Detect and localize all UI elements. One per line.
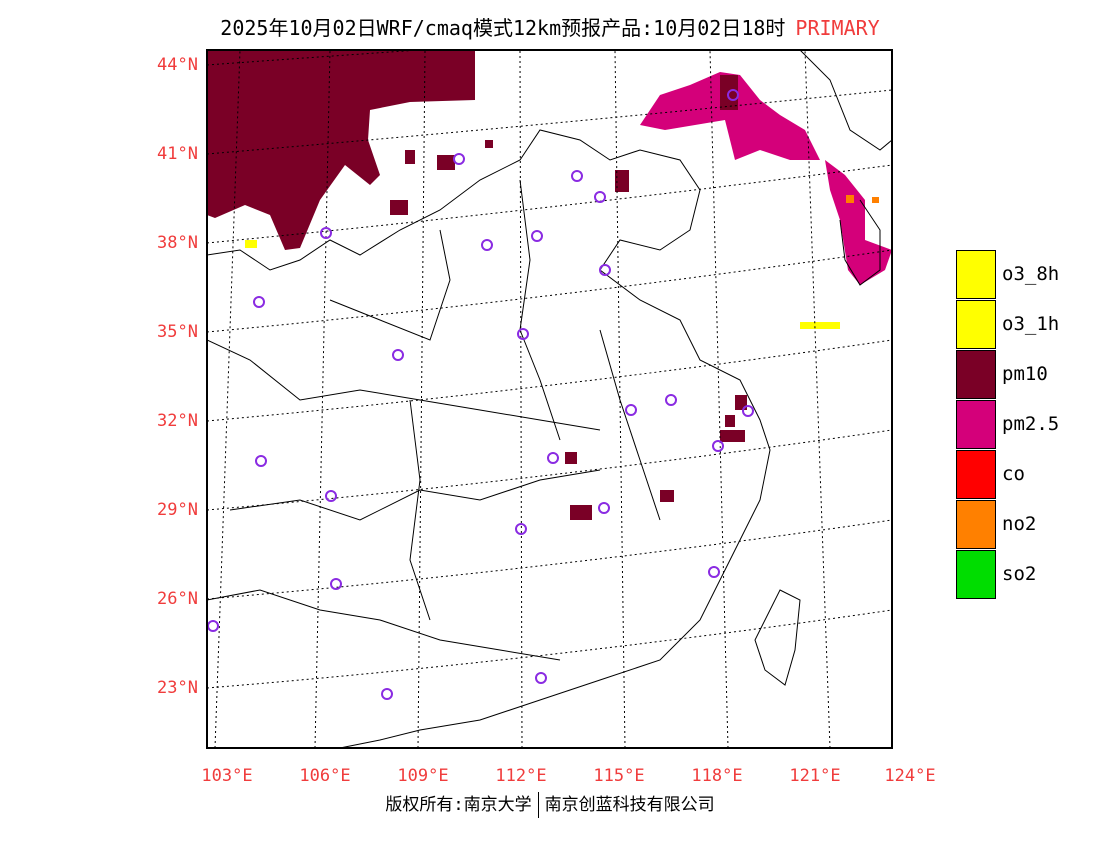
no2-patch — [846, 195, 854, 203]
legend-label: o3_1h — [1002, 313, 1060, 335]
lon-label: 106°E — [299, 766, 351, 786]
graticule — [207, 50, 892, 748]
pollutant-label: PRIMARY — [795, 16, 880, 40]
divider — [537, 792, 539, 818]
legend-label: co — [1002, 463, 1025, 485]
lon-label: 118°E — [691, 766, 743, 786]
o3-patch — [245, 240, 257, 248]
no2-patch — [872, 197, 879, 203]
title-text: 2025年10月02日WRF/cmaq模式12km预报产品:10月02日18时 — [220, 16, 786, 40]
legend-swatch — [956, 249, 996, 299]
lat-label: 23°N — [157, 678, 198, 698]
legend-label: no2 — [1002, 513, 1037, 535]
legend-item-co: co — [956, 449, 1059, 499]
legend-item-no2: no2 — [956, 499, 1059, 549]
legend-label: pm10 — [1002, 363, 1048, 385]
legend: o3_8h o3_1h pm10 pm2.5 co no2 so2 — [956, 249, 1059, 599]
map-frame — [206, 49, 893, 749]
legend-swatch — [956, 399, 996, 449]
boundaries — [207, 50, 892, 748]
lat-label: 38°N — [157, 233, 198, 253]
o3-patch — [800, 322, 840, 329]
legend-label: pm2.5 — [1002, 413, 1060, 435]
legend-item-o3-8h: o3_8h — [956, 249, 1059, 299]
pm10-region-northwest — [207, 50, 475, 250]
legend-item-o3-1h: o3_1h — [956, 299, 1059, 349]
legend-swatch — [956, 449, 996, 499]
lon-label: 121°E — [789, 766, 841, 786]
lon-label: 103°E — [201, 766, 253, 786]
copyright-left: 版权所有:南京大学 — [385, 795, 532, 815]
lon-label: 124°E — [884, 766, 936, 786]
legend-swatch — [956, 549, 996, 599]
legend-item-pm25: pm2.5 — [956, 399, 1059, 449]
map-title: 2025年10月02日WRF/cmaq模式12km预报产品:10月02日18时 P… — [0, 12, 1100, 41]
lon-label: 112°E — [495, 766, 547, 786]
legend-swatch — [956, 499, 996, 549]
pm25-region-korea — [825, 160, 892, 285]
copyright: 版权所有:南京大学 南京创蓝科技有限公司 — [0, 790, 1100, 818]
lon-label: 109°E — [397, 766, 449, 786]
lon-label: 115°E — [593, 766, 645, 786]
lat-label: 44°N — [157, 55, 198, 75]
lat-label: 35°N — [157, 322, 198, 342]
lat-label: 32°N — [157, 411, 198, 431]
legend-label: o3_8h — [1002, 263, 1060, 285]
monitoring-stations — [207, 89, 754, 700]
legend-label: so2 — [1002, 563, 1037, 585]
legend-item-pm10: pm10 — [956, 349, 1059, 399]
legend-item-so2: so2 — [956, 549, 1059, 599]
lat-label: 29°N — [157, 500, 198, 520]
pm25-region-northeast — [640, 72, 820, 160]
lat-label: 41°N — [157, 144, 198, 164]
legend-swatch — [956, 299, 996, 349]
legend-swatch — [956, 349, 996, 399]
pm10-scattered-patches — [390, 75, 747, 520]
copyright-right: 南京创蓝科技有限公司 — [544, 795, 715, 815]
lat-label: 26°N — [157, 589, 198, 609]
